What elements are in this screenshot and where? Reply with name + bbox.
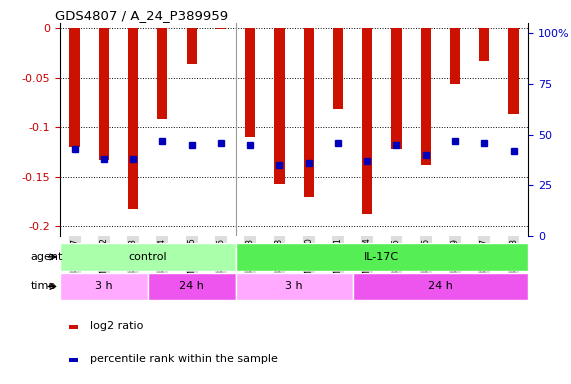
- Bar: [235, 273, 352, 300]
- Text: 24 h: 24 h: [428, 281, 453, 291]
- Text: 3 h: 3 h: [286, 281, 303, 291]
- Bar: [245, 28, 255, 137]
- Text: 24 h: 24 h: [179, 281, 204, 291]
- Bar: [333, 28, 343, 109]
- Bar: [60, 273, 148, 300]
- Bar: [362, 28, 372, 214]
- Bar: [508, 28, 518, 114]
- Bar: [274, 28, 284, 184]
- Text: control: control: [128, 252, 167, 262]
- Bar: [99, 28, 109, 160]
- Bar: [391, 28, 401, 149]
- Bar: [352, 273, 528, 300]
- Text: agent: agent: [31, 252, 63, 262]
- Text: 3 h: 3 h: [95, 281, 112, 291]
- Text: log2 ratio: log2 ratio: [90, 321, 144, 331]
- Bar: [148, 273, 235, 300]
- Bar: [450, 28, 460, 83]
- Bar: [421, 28, 431, 165]
- Text: time: time: [31, 281, 56, 291]
- Text: percentile rank within the sample: percentile rank within the sample: [90, 354, 278, 364]
- Bar: [187, 28, 197, 64]
- Bar: [216, 28, 226, 29]
- Text: IL-17C: IL-17C: [364, 252, 400, 262]
- Bar: [128, 28, 138, 209]
- Text: GDS4807 / A_24_P389959: GDS4807 / A_24_P389959: [55, 9, 228, 22]
- Bar: [70, 28, 80, 147]
- Bar: [157, 28, 167, 119]
- Bar: [479, 28, 489, 61]
- Bar: [60, 243, 235, 271]
- Bar: [69, 358, 78, 362]
- Bar: [69, 325, 78, 329]
- Bar: [235, 243, 528, 271]
- Bar: [304, 28, 314, 197]
